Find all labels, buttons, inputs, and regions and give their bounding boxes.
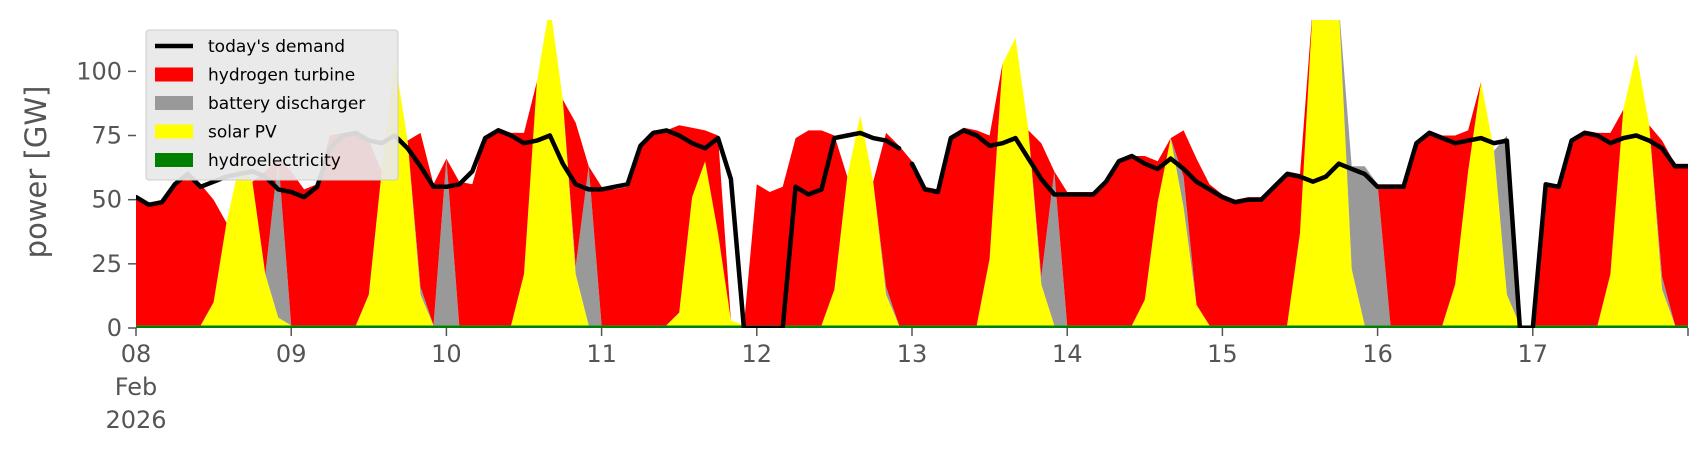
- legend-box: [145, 29, 399, 181]
- legend: today's demand hydrogen turbine battery di…: [145, 29, 399, 181]
- area-hydroelectricity: [136, 325, 1688, 328]
- legend-label-today-s-demand: today's demand: [208, 37, 345, 57]
- x-tick-label: 09: [276, 340, 307, 368]
- area-hydrogen-turbine: [136, 20, 1688, 326]
- area-battery-discharger: [136, 20, 1688, 326]
- x-tick-label: 10: [431, 340, 462, 368]
- x-tick-label: 11: [586, 340, 617, 368]
- x-tick-label: 13: [897, 340, 928, 368]
- x-tick-month: Feb: [115, 373, 158, 401]
- legend-label-hydroelectricity: hydroelectricity: [208, 151, 341, 171]
- y-tick-label: 0: [107, 314, 122, 342]
- y-axis: 0 25 50 75 100: [76, 57, 136, 342]
- y-tick-label: 25: [91, 250, 122, 278]
- x-tick-label: 16: [1362, 340, 1393, 368]
- y-axis-title: power [GW]: [19, 86, 53, 259]
- legend-swatch-hydroelectricity: [155, 153, 193, 167]
- x-tick-label: 15: [1207, 340, 1238, 368]
- legend-swatch-solar-pv: [155, 124, 193, 139]
- x-tick-year: 2026: [105, 406, 166, 434]
- y-tick-label: 50: [91, 186, 122, 214]
- legend-swatch-battery-discharger: [155, 96, 193, 110]
- area-solar-pv: [136, 20, 1688, 326]
- x-tick-label: 14: [1052, 340, 1083, 368]
- x-tick-label: 08: [121, 340, 152, 368]
- legend-label-battery-discharger: battery discharger: [208, 94, 365, 114]
- y-tick-label: 100: [76, 57, 122, 85]
- y-tick-label: 75: [91, 122, 122, 150]
- legend-swatch-hydrogen-turbine: [155, 67, 193, 82]
- legend-label-hydrogen-turbine: hydrogen turbine: [208, 66, 355, 86]
- legend-label-solar-pv: solar PV: [208, 123, 277, 143]
- x-tick-label: 17: [1518, 340, 1549, 368]
- x-axis: 08 Feb 2026 09 10 11 12 13 14 15 16 17: [105, 328, 1689, 434]
- x-tick-label: 12: [742, 340, 773, 368]
- stacked-areas: [136, 20, 1688, 328]
